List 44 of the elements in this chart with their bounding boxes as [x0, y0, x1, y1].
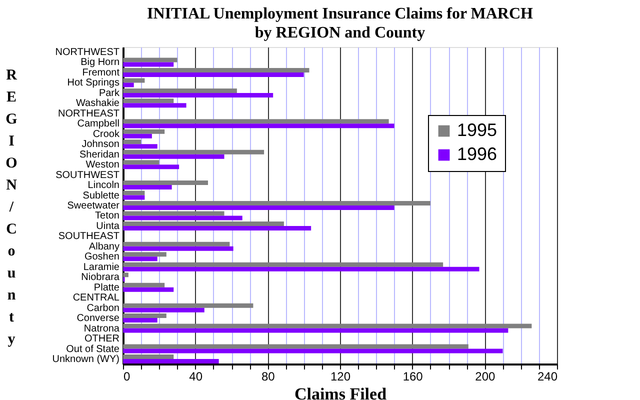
y-tick-label: Hot Springs	[67, 78, 120, 89]
y-tick-label: Sheridan	[79, 149, 120, 160]
y-tick-label: Albany	[88, 241, 120, 252]
text: REGION/County	[6, 68, 18, 348]
y-tick-label: Unknown (WY)	[52, 354, 120, 365]
y-tick-label: Niobrara	[81, 272, 120, 284]
x-tick-label: 240	[537, 370, 558, 384]
chart-title: INITIAL Unemployment Insurance Claims for MARCH	[147, 6, 534, 23]
legend-label: 1995	[457, 120, 498, 140]
y-tick-label: CENTRAL	[72, 292, 120, 304]
x-tick-label: 0	[124, 370, 130, 384]
y-tick-label: OTHER	[84, 334, 120, 345]
y-tick-label: Sweetwater	[67, 200, 120, 212]
y-tick-label: Weston	[86, 160, 120, 171]
chart-subtitle: by REGION and County	[254, 24, 426, 42]
x-tick-label: 40	[189, 370, 203, 384]
y-tick-label: Platte	[94, 282, 120, 294]
y-tick-label: Goshen	[84, 252, 120, 263]
y-tick-label: Laramie	[83, 262, 120, 273]
y-tick-label: Campbell	[77, 118, 120, 130]
y-tick-label: Crook	[92, 128, 120, 140]
y-tick-label: Johnson	[82, 139, 120, 150]
y-tick-label: NORTHEAST	[58, 108, 120, 120]
legend-label: 1996	[457, 144, 498, 164]
y-tick-label: Big Horn	[80, 57, 120, 68]
y-tick-label: Converse	[76, 313, 120, 324]
x-tick-label: 120	[330, 370, 351, 384]
y-tick-label: Sublette	[82, 190, 120, 202]
y-tick-label: Lincoln	[88, 180, 120, 192]
x-axis-title: Claims Filed	[294, 384, 388, 400]
y-tick-label: Fremont	[82, 67, 120, 78]
y-tick-label: Out of State	[66, 344, 120, 355]
y-tick-label: Uinta	[96, 220, 120, 232]
y-tick-label: Natrona	[84, 323, 120, 334]
y-tick-label: Carbon	[86, 302, 120, 314]
x-tick-label: 160	[402, 370, 424, 384]
y-tick-label: Washakie	[76, 98, 120, 110]
x-tick-label: 200	[475, 370, 496, 384]
y-tick-label: SOUTHWEST	[56, 170, 120, 181]
y-tick-label: NORTHWEST	[55, 47, 120, 58]
x-tick-label: 80	[261, 370, 276, 384]
y-tick-label: SOUTHEAST	[58, 231, 120, 242]
y-tick-label: Park	[98, 88, 120, 99]
y-tick-label: Teton	[95, 210, 120, 222]
